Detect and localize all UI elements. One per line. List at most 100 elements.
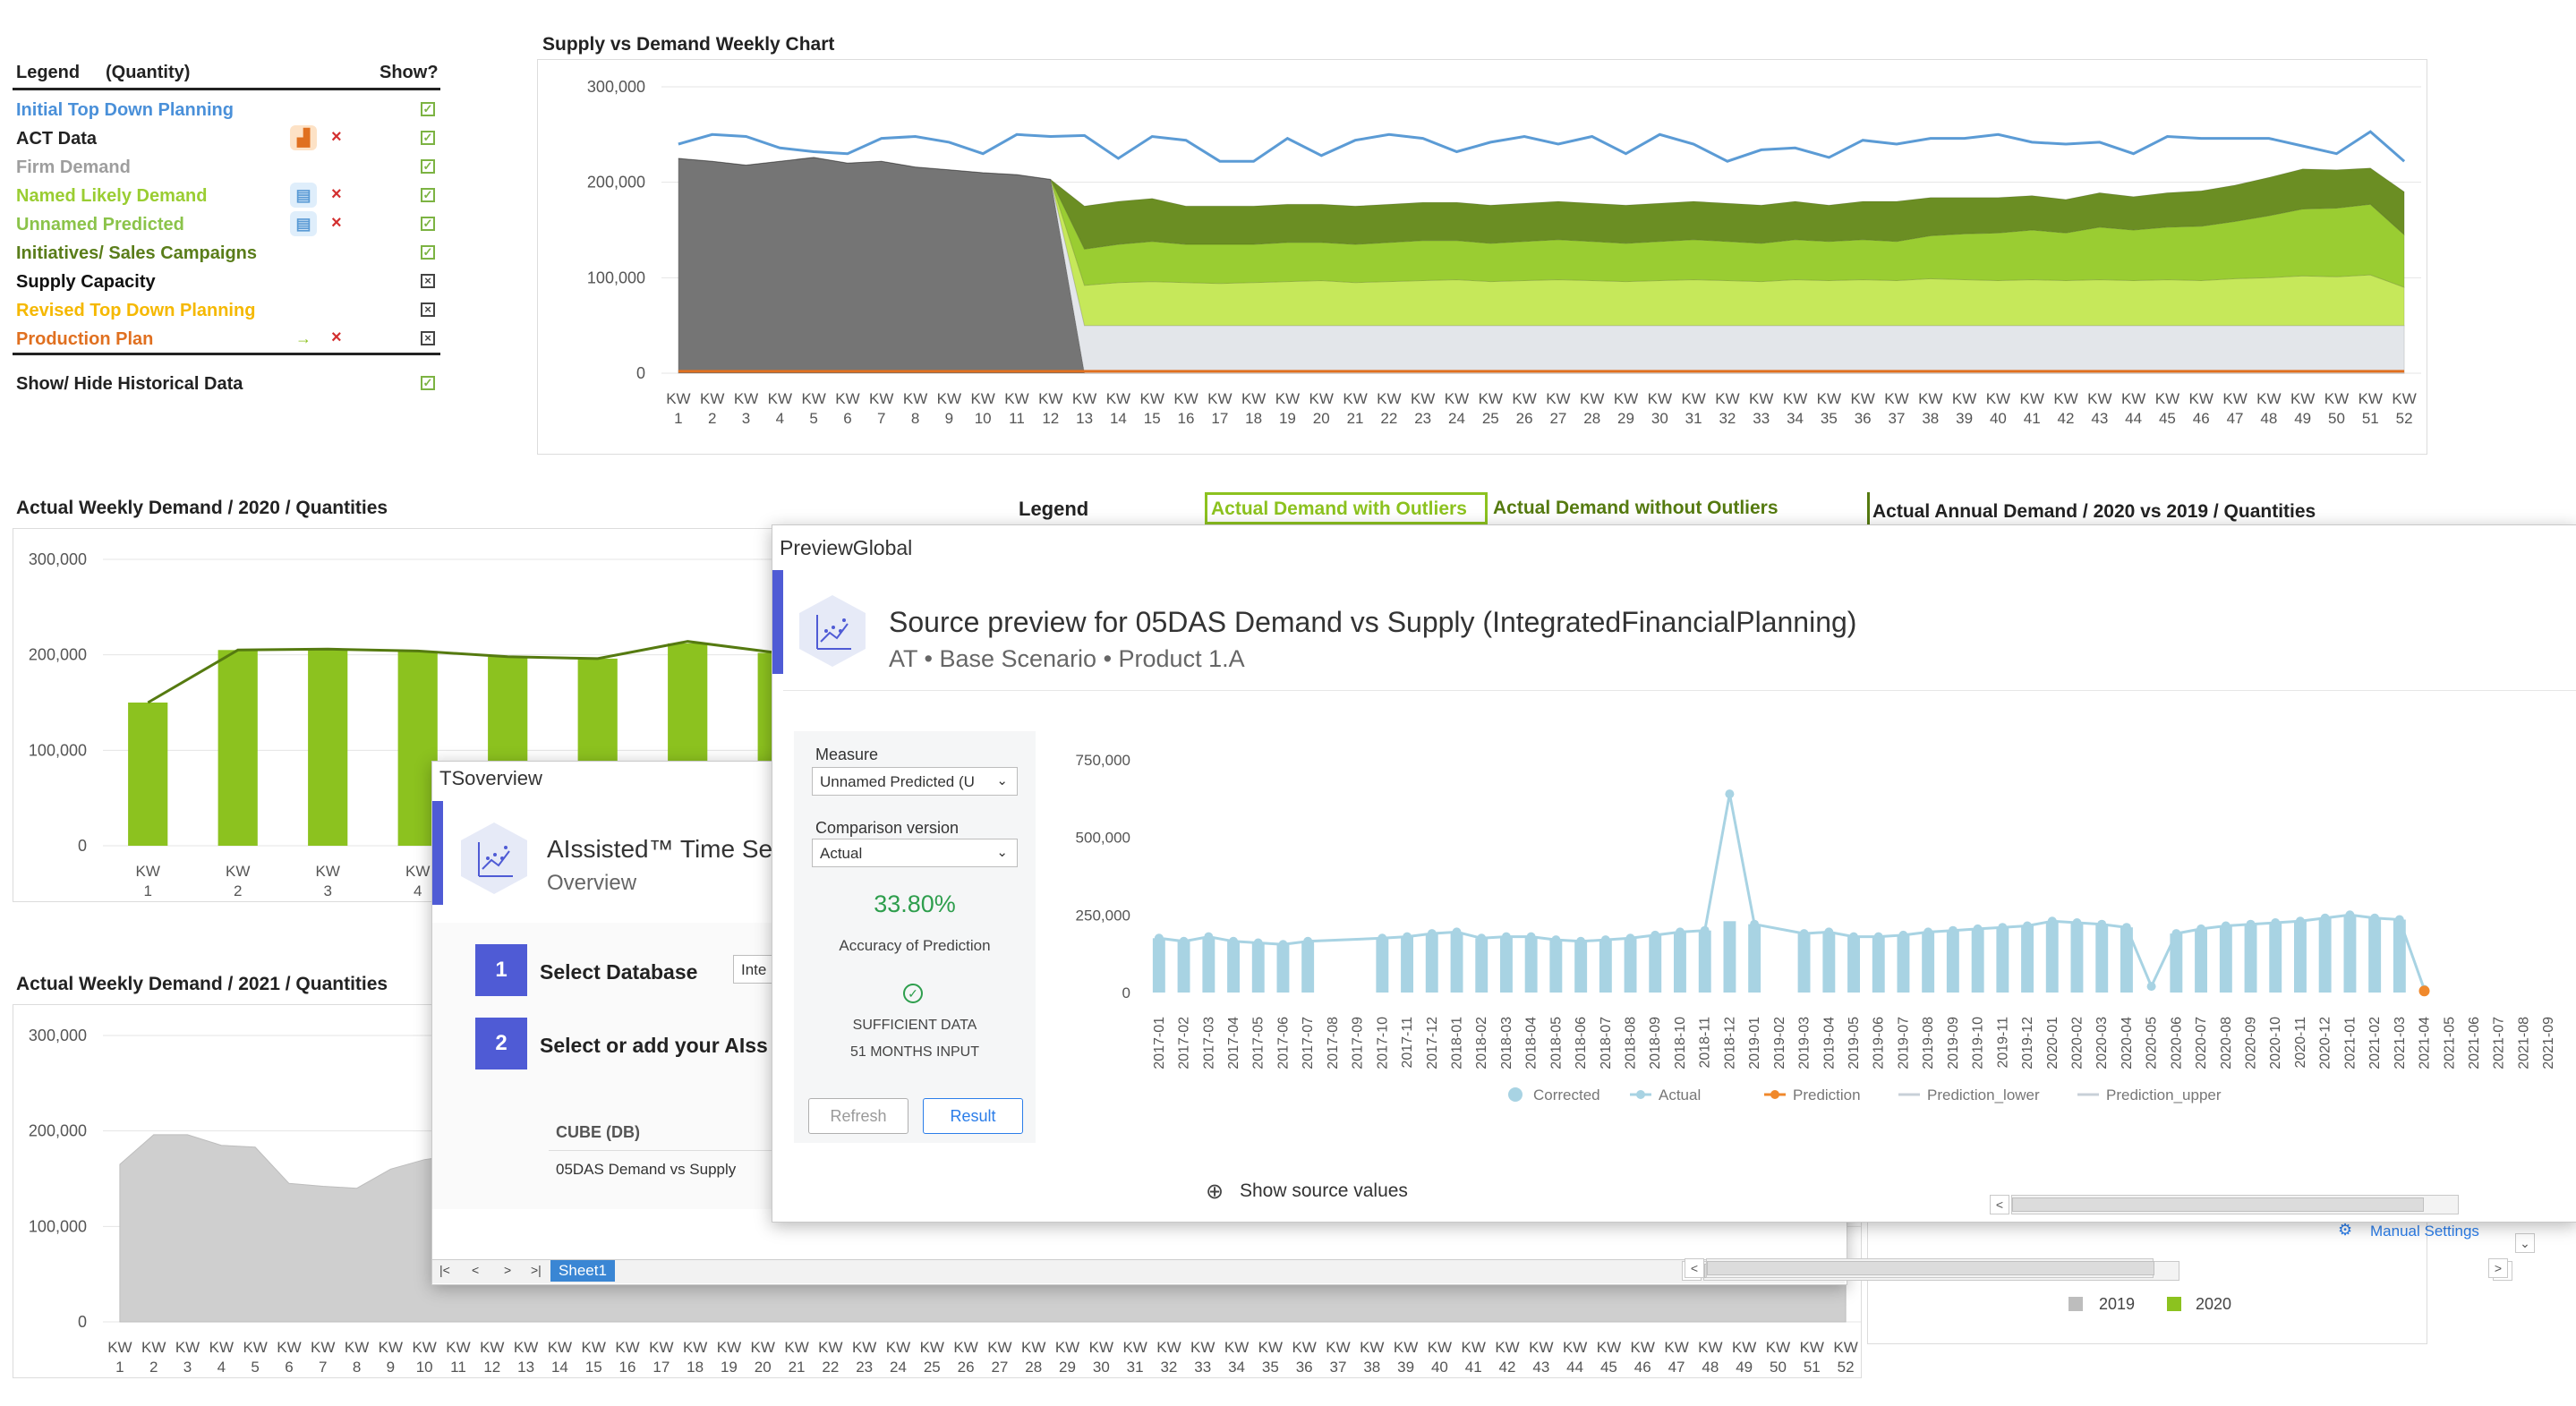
x-tick-label: 51 — [1804, 1359, 1821, 1376]
x-tick-label: 22 — [1380, 410, 1397, 427]
legend-row[interactable]: ACT Data ▟ × ✓ — [16, 125, 444, 154]
legend-row[interactable]: Named Likely Demand ▤ × ✓ — [16, 183, 444, 211]
result-button[interactable]: Result — [923, 1098, 1023, 1134]
preview-chart-icon — [799, 595, 866, 667]
first-sheet-icon[interactable]: |< — [439, 1263, 450, 1277]
ts-hscroll-left[interactable]: < — [1685, 1258, 1704, 1278]
preview-scroll-left[interactable]: < — [1990, 1195, 2009, 1214]
x-tick-label: 33 — [1194, 1359, 1211, 1376]
x-tick-label: 44 — [2125, 410, 2142, 427]
point — [2370, 913, 2380, 923]
with-outliers-legend[interactable]: Actual Demand with Outliers — [1205, 492, 1488, 524]
refresh-button[interactable]: Refresh — [808, 1098, 908, 1134]
legend-row[interactable]: Supply Capacity × — [16, 270, 444, 297]
legend-row[interactable]: Initiatives/ Sales Campaigns ✓ — [16, 242, 444, 268]
point — [1725, 789, 1735, 799]
point — [2072, 918, 2082, 927]
ts-hscroll-thumb[interactable] — [1707, 1261, 2154, 1275]
close-icon[interactable]: × — [331, 213, 342, 233]
x-tick-label: 40 — [1990, 410, 2007, 427]
legend-checkbox[interactable]: ✓ — [421, 188, 435, 202]
legend-row-label: Production Plan — [16, 329, 154, 349]
ts-hscroll-track[interactable] — [1706, 1258, 2154, 1278]
legend-checkbox[interactable]: ✓ — [421, 245, 435, 260]
x-tick-label: KW — [1783, 390, 1807, 407]
x-tick-label: 35 — [1262, 1359, 1279, 1376]
x-tick-label: 38 — [1922, 410, 1939, 427]
ts-chart-icon — [461, 822, 527, 894]
cube-row[interactable]: 05DAS Demand vs Supply — [556, 1161, 737, 1178]
x-tick-label: 34 — [1787, 410, 1804, 427]
y-tick-label: 100,000 — [587, 268, 645, 286]
legend-row[interactable]: Firm Demand ✓ — [16, 156, 444, 183]
legend-swatch-2019 — [2068, 1297, 2083, 1311]
x-tick-label: KW — [1918, 390, 1942, 407]
database-select-value: Inte — [741, 961, 767, 978]
x-tick-label: 2019-05 — [1847, 1017, 1862, 1069]
x-tick-label: 2017-10 — [1375, 1017, 1390, 1069]
x-tick-label: 20 — [1313, 410, 1330, 427]
bar — [1177, 941, 1190, 993]
preview-scroll-track[interactable] — [2011, 1195, 2459, 1214]
next-sheet-icon[interactable]: > — [504, 1263, 512, 1277]
measure-select[interactable]: Unnamed Predicted (U ⌄ — [812, 767, 1018, 796]
sheet-tab[interactable]: Sheet1 — [550, 1260, 615, 1282]
last-sheet-icon[interactable]: >| — [531, 1263, 542, 1277]
x-tick-label: KW — [615, 1339, 639, 1356]
comparison-select[interactable]: Actual ⌄ — [812, 839, 1018, 867]
legend-row[interactable]: Unnamed Predicted ▤ × ✓ — [16, 211, 444, 240]
legend-row[interactable]: Production Plan → × × — [16, 328, 444, 354]
line-actual — [1158, 793, 2426, 991]
x-tick-label: 2018-08 — [1624, 1017, 1639, 1069]
previewglobal-window[interactable]: PreviewGlobal Source preview for 05DAS D… — [772, 524, 2576, 1223]
legend-checkbox[interactable]: × — [421, 303, 435, 317]
legend-label: Prediction_upper — [2106, 1086, 2222, 1103]
legend-checkbox[interactable]: × — [421, 274, 435, 288]
legend-checkbox[interactable]: ✓ — [421, 131, 435, 145]
bar — [1922, 932, 1935, 993]
legend-checkbox[interactable]: ✓ — [421, 217, 435, 231]
x-tick-label: 52 — [2396, 410, 2413, 427]
legend-checkbox[interactable]: ✓ — [421, 102, 435, 116]
historical-checkbox[interactable]: ✓ — [421, 376, 435, 390]
x-tick-label: 1 — [115, 1359, 124, 1376]
legend-row[interactable]: Initial Top Down Planning ✓ — [16, 98, 444, 125]
plus-circle-icon[interactable]: ⊕ — [1206, 1180, 1224, 1204]
x-tick-label: KW — [835, 390, 859, 407]
x-tick-label: 27 — [991, 1359, 1008, 1376]
x-tick-label: KW — [2290, 390, 2315, 407]
ts-hscroll-right[interactable]: > — [2488, 1258, 2508, 1278]
preview-scroll-thumb[interactable] — [2012, 1197, 2424, 1212]
measure-label: Measure — [815, 746, 879, 763]
legend-row[interactable]: Revised Top Down Planning × — [16, 299, 444, 326]
x-tick-label: 2018-09 — [1648, 1017, 1663, 1069]
x-tick-label: 2021-05 — [2442, 1017, 2457, 1069]
x-tick-label: 39 — [1397, 1359, 1414, 1376]
legend-checkbox[interactable]: ✓ — [421, 159, 435, 174]
historical-toggle-row[interactable]: Show/ Hide Historical Data ✓ — [16, 372, 444, 399]
x-tick-label: 2020-07 — [2194, 1017, 2209, 1069]
legend-checkbox[interactable]: × — [421, 331, 435, 345]
legend-label: Actual — [1659, 1086, 1701, 1103]
ts-vscroll-down[interactable]: ⌄ — [2515, 1233, 2535, 1253]
show-source-link[interactable]: Show source values — [1240, 1180, 1408, 1198]
x-tick-label: KW — [412, 1339, 436, 1356]
x-tick-label: 2017-04 — [1226, 1017, 1241, 1069]
y-tick-label: 0 — [636, 364, 645, 382]
x-tick-label: 43 — [1532, 1359, 1549, 1376]
close-icon[interactable]: × — [331, 127, 342, 147]
gear-icon[interactable]: ⚙ — [2338, 1221, 2353, 1239]
x-tick-label: KW — [1563, 1339, 1587, 1356]
point — [2121, 923, 2131, 933]
supply-chart-title: Supply vs Demand Weekly Chart — [542, 34, 835, 55]
close-icon[interactable]: × — [331, 184, 342, 204]
legend-panel: Legend (Quantity) Show? Initial Top Down… — [9, 59, 444, 408]
y-tick-label: 500,000 — [1076, 830, 1130, 847]
x-tick-label: 38 — [1363, 1359, 1380, 1376]
x-tick-label: 2019-07 — [1896, 1017, 1911, 1069]
x-tick-label: 2020-09 — [2244, 1017, 2259, 1069]
manual-settings-link[interactable]: Manual Settings — [2370, 1223, 2479, 1240]
bar — [1649, 934, 1662, 993]
close-icon[interactable]: × — [331, 328, 342, 347]
prev-sheet-icon[interactable]: < — [472, 1263, 480, 1277]
